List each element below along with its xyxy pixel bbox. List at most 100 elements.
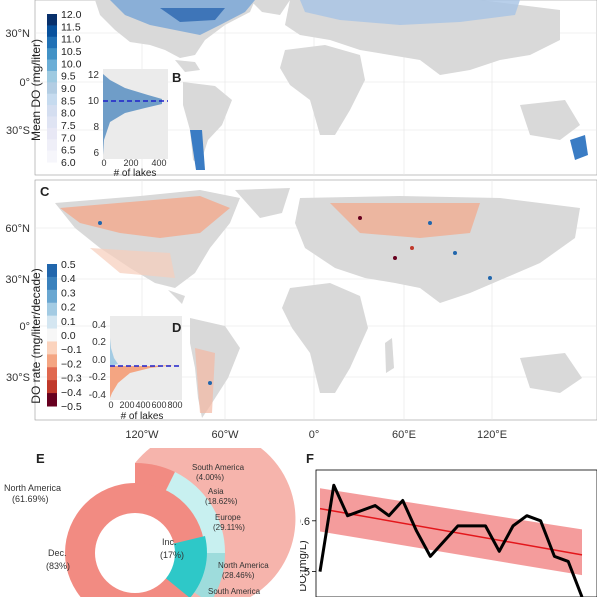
central-america-shape	[175, 60, 200, 72]
colorbar-a-title: Mean DO (mg/liter)	[29, 39, 43, 141]
colorbar-swatch	[47, 127, 57, 140]
outer-inc-label: South America	[208, 587, 261, 596]
inset-b-xtick: 200	[123, 158, 138, 168]
colorbar-swatch	[47, 93, 57, 106]
inset-b-letter: B	[172, 70, 181, 85]
inset-b: B 12 10 8 6 0 200 400 # of lakes	[88, 69, 181, 179]
colorbar-tick: 0.1	[61, 316, 76, 328]
colorbar-tick: 0.2	[61, 302, 76, 314]
map-c-lat-label: 30°N	[5, 274, 30, 286]
map-a-lat-label: 0°	[19, 77, 30, 89]
colorbar-swatch	[47, 276, 57, 291]
map-c-rate-overlay	[60, 196, 492, 413]
donut-hole	[95, 513, 175, 593]
map-c-lon-label: 60°W	[211, 429, 239, 441]
panel-c-letter: C	[40, 184, 50, 199]
colorbar-swatch	[47, 150, 57, 163]
map-c-lat-label: 60°N	[5, 223, 30, 235]
map-a-lake-density	[110, 0, 588, 170]
colorbar-swatch	[47, 59, 57, 72]
inset-b-ytick: 8	[93, 122, 99, 133]
map-c-svg: 60°N 30°N 0° 30°S 120°W 60°W 0° 60°E 120…	[5, 179, 597, 441]
colorbar-swatch	[47, 328, 57, 342]
colorbar-swatch	[47, 354, 57, 368]
chart-marks: 9.6 9.5	[295, 483, 584, 598]
inset-b-ytick: 6	[93, 148, 99, 159]
panel-e: E North America (61.69%) South America (…	[0, 429, 300, 602]
colorbar-swatch	[47, 289, 57, 304]
inner-inc-label: Inc.	[162, 537, 177, 547]
colorbar-swatch	[47, 341, 57, 355]
inset-d-histogram-neg	[110, 365, 175, 398]
colorbar-tick: 7.5	[61, 120, 76, 132]
y-tick-label: 9.6	[300, 516, 310, 528]
colorbar-swatch	[47, 380, 57, 394]
greenland-shape	[235, 188, 290, 218]
inset-d-ytick: 0.4	[92, 320, 106, 331]
map-c-lon-label: 120°E	[477, 429, 507, 441]
colorbar-swatch	[47, 302, 57, 317]
inset-b-ytick: 10	[88, 96, 100, 107]
map-c-lon-label: 120°W	[125, 429, 159, 441]
colorbar-tick: 6.0	[61, 157, 76, 169]
africa-shape	[280, 45, 365, 135]
map-c-lon-label: 0°	[309, 429, 320, 441]
inset-d-xtick: 600	[151, 400, 166, 410]
map-a-svg: 30°N 0° 30°S 12.011.511.010.510.09.59.08…	[5, 0, 597, 179]
colorbar-c-title: DO rate (mg/liter/decade)	[29, 268, 43, 403]
map-a-lat-label: 30°N	[5, 28, 30, 40]
inset-d-histogram-pos	[110, 338, 118, 366]
colorbar-swatch	[47, 315, 57, 330]
outer-inc-label: Europe	[215, 513, 241, 522]
map-c-lat-label: 0°	[19, 321, 30, 333]
outer-inc-pct: (28.46%)	[222, 571, 255, 580]
colorbar-tick: 0.4	[61, 273, 76, 285]
map-c-lon-label: 60°E	[392, 429, 416, 441]
inset-d-ytick: -0.2	[89, 372, 107, 383]
colorbar-tick: 11.5	[61, 21, 81, 33]
inset-d-background	[110, 316, 182, 400]
inner-dec-label: Dec.	[48, 548, 67, 558]
colorbar-tick: 0.3	[61, 287, 76, 299]
colorbar-tick: 9.0	[61, 83, 76, 95]
colorbar-tick: 10.5	[61, 46, 82, 58]
colorbar-swatch	[47, 105, 57, 117]
greenland-shape	[250, 0, 290, 15]
colorbar-tick: 6.5	[61, 145, 76, 157]
colorbar-a: 12.011.511.010.510.09.59.08.58.07.57.06.…	[47, 9, 82, 169]
colorbar-tick: 7.0	[61, 132, 76, 144]
colorbar-tick: 0.0	[61, 330, 76, 342]
colorbar-swatch	[47, 367, 57, 381]
inset-d-xtick: 800	[167, 400, 182, 410]
inset-b-histogram	[103, 74, 162, 155]
outer-inc-label: Asia	[208, 487, 224, 496]
y-tick-label: 9.5	[300, 567, 310, 579]
colorbar-tick: 12.0	[61, 9, 82, 21]
do-series-line	[318, 483, 584, 598]
colorbar-swatch	[47, 139, 57, 152]
colorbar-tick: 11.0	[61, 34, 81, 46]
panel-e-letter: E	[36, 451, 45, 466]
colorbar-tick: −0.3	[61, 373, 82, 385]
inset-d-ytick: 0.2	[92, 337, 106, 348]
inner-inc-pct: (17%)	[160, 550, 184, 560]
panel-a: 30°N 0° 30°S 12.0 11.5 11.0 10.5 10.0 9.5 9.0 8…	[0, 0, 597, 179]
inset-d-ytick: -0.4	[89, 390, 107, 401]
outer-dec-pct: (61.69%)	[12, 494, 49, 504]
inner-dec-pct: (83%)	[46, 561, 70, 571]
colorbar-swatch	[47, 36, 57, 49]
colorbar-swatch	[47, 14, 57, 26]
outer-inc-pct: (18.62%)	[205, 497, 238, 506]
inset-b-xlabel: # of lakes	[114, 168, 157, 178]
colorbar-c: 0.5 0.4 0.3 0.2 0.1 0.0 −0.1 −0.2 −0.3 −0.4 −0.5	[47, 259, 82, 413]
australia-shape	[520, 353, 582, 393]
colorbar-swatch	[47, 48, 57, 61]
colorbar-swatch	[47, 82, 57, 95]
panel-c: 60°N 30°N 0° 30°S 120°W 60°W 0° 60°E 120…	[0, 178, 597, 448]
inset-d-xtick: 200	[119, 400, 134, 410]
colorbar-swatch	[47, 70, 57, 83]
map-a-lat-label: 30°S	[6, 125, 30, 137]
colorbar-tick: −0.5	[61, 401, 82, 413]
inset-d-xtick: 400	[135, 400, 150, 410]
donut-svg: E North America (61.69%) South America (…	[4, 429, 296, 602]
